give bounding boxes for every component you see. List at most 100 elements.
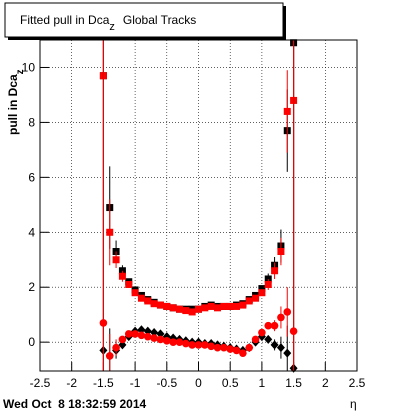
x-tick-label: -2 bbox=[66, 376, 77, 390]
marker bbox=[144, 297, 152, 305]
marker bbox=[156, 301, 164, 309]
marker bbox=[175, 305, 183, 313]
x-tick-label: -0.5 bbox=[156, 376, 177, 390]
marker bbox=[252, 294, 260, 302]
marker bbox=[175, 338, 184, 346]
y-tick-label: 6 bbox=[28, 170, 35, 184]
marker bbox=[226, 302, 234, 310]
marker bbox=[264, 280, 272, 288]
marker bbox=[283, 107, 291, 115]
y-label-subscript: z bbox=[15, 69, 26, 74]
x-tick-label: 0 bbox=[195, 376, 202, 390]
x-tick-label: 2.5 bbox=[349, 376, 366, 390]
marker bbox=[105, 352, 114, 360]
y-tick-label: 2 bbox=[28, 280, 35, 294]
footer-date: Wed Oct 8 18:32:59 2014 bbox=[3, 397, 147, 411]
marker bbox=[233, 302, 241, 310]
marker bbox=[270, 321, 279, 330]
chart-title: Fitted pull in Dcaz Global Tracks bbox=[20, 13, 196, 33]
x-tick-label: 2 bbox=[322, 376, 329, 390]
marker bbox=[150, 328, 159, 338]
marker bbox=[156, 329, 165, 339]
marker bbox=[283, 348, 292, 358]
marker bbox=[258, 289, 266, 297]
marker bbox=[289, 327, 298, 335]
marker bbox=[143, 332, 152, 341]
marker bbox=[163, 302, 171, 310]
marker bbox=[137, 325, 146, 335]
marker bbox=[137, 331, 146, 340]
marker bbox=[143, 326, 152, 336]
marker bbox=[245, 343, 254, 352]
x-tick-label: -2.5 bbox=[30, 376, 51, 390]
marker bbox=[150, 300, 158, 308]
marker bbox=[131, 330, 139, 338]
marker bbox=[150, 334, 158, 342]
marker bbox=[118, 340, 127, 350]
marker bbox=[156, 335, 165, 344]
marker bbox=[163, 336, 171, 345]
y-tick-label: 4 bbox=[28, 225, 35, 239]
y-tick-label: 10 bbox=[22, 60, 36, 74]
marker bbox=[258, 285, 266, 293]
marker bbox=[125, 280, 133, 288]
marker bbox=[220, 343, 228, 352]
x-tick-label: 0.5 bbox=[222, 376, 239, 390]
title-main: Fitted pull in Dca bbox=[20, 13, 110, 27]
marker bbox=[182, 339, 190, 348]
marker bbox=[188, 341, 196, 349]
x-tick-label: -1 bbox=[130, 376, 141, 390]
marker bbox=[99, 319, 108, 327]
marker bbox=[201, 341, 209, 349]
marker bbox=[277, 313, 285, 322]
marker bbox=[106, 228, 114, 236]
y-label-main: pull in Dca bbox=[6, 74, 20, 135]
marker bbox=[258, 328, 266, 337]
marker bbox=[169, 338, 177, 346]
marker bbox=[245, 297, 253, 305]
y-tick-label: 8 bbox=[28, 115, 35, 129]
marker bbox=[194, 341, 203, 349]
marker bbox=[182, 307, 190, 315]
marker bbox=[124, 330, 133, 338]
frame bbox=[39, 39, 358, 372]
marker bbox=[271, 267, 279, 275]
y-tick-label: 0 bbox=[28, 335, 35, 349]
title-subscript: z bbox=[109, 21, 115, 33]
marker bbox=[112, 256, 120, 264]
marker bbox=[270, 340, 279, 350]
marker bbox=[188, 308, 196, 316]
marker bbox=[118, 335, 127, 344]
marker bbox=[232, 346, 241, 355]
marker bbox=[239, 349, 247, 357]
marker bbox=[169, 304, 177, 312]
x-tick-label: 1 bbox=[259, 376, 266, 390]
marker bbox=[239, 301, 247, 309]
marker bbox=[195, 305, 202, 313]
marker bbox=[214, 304, 222, 312]
marker bbox=[131, 289, 139, 297]
x-axis-label: η bbox=[350, 397, 357, 411]
marker bbox=[251, 335, 260, 344]
marker bbox=[201, 304, 209, 312]
x-tick-label: -1.5 bbox=[93, 376, 114, 390]
marker bbox=[276, 343, 285, 353]
marker bbox=[112, 343, 120, 352]
title-box bbox=[4, 2, 284, 38]
marker bbox=[226, 345, 234, 353]
marker bbox=[213, 343, 222, 352]
plot-area: -2.5 -2 -1.5 -1 -0.5 0 0.5 1 1.5 2 2.5 0 2 4 6 8 10 bbox=[22, 39, 366, 390]
y-axis-label: pull in Dcaz bbox=[6, 69, 26, 135]
marker bbox=[220, 302, 228, 310]
marker bbox=[264, 334, 273, 344]
marker bbox=[277, 248, 285, 256]
marker bbox=[207, 302, 215, 310]
marker bbox=[207, 342, 215, 351]
marker bbox=[118, 272, 126, 280]
marker bbox=[264, 321, 273, 330]
marker bbox=[283, 308, 292, 316]
x-tick-label: 1.5 bbox=[285, 376, 302, 390]
title-rest: Global Tracks bbox=[123, 13, 196, 27]
